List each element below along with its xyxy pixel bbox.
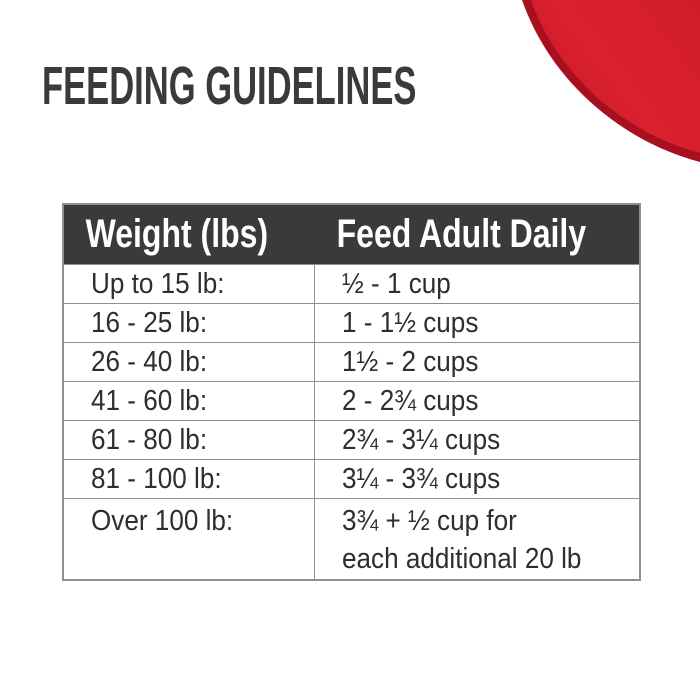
table-row: 61 - 80 lb: 2¾ - 3¼ cups: [64, 420, 639, 459]
feed-value: 1 - 1½ cups: [342, 307, 479, 339]
feed-value: ½ - 1 cup: [342, 268, 451, 300]
header-weight-label: Weight (lbs): [85, 212, 269, 256]
header-feed-label: Feed Adult Daily: [336, 212, 587, 256]
feed-value: 2 - 2¾ cups: [342, 385, 479, 417]
weight-value: 16 - 25 lb:: [91, 307, 208, 339]
weight-cell: 81 - 100 lb:: [64, 460, 315, 498]
weight-cell: Up to 15 lb:: [64, 265, 315, 303]
feed-cell: 1 - 1½ cups: [315, 304, 639, 342]
feeding-table: Weight (lbs) Feed Adult Daily Up to 15 l…: [62, 203, 641, 581]
weight-cell: 26 - 40 lb:: [64, 343, 315, 381]
weight-value: 81 - 100 lb:: [91, 463, 222, 495]
feed-cell: 1½ - 2 cups: [315, 343, 639, 381]
feed-cell: 2¾ - 3¼ cups: [315, 421, 639, 459]
table-header-row: Weight (lbs) Feed Adult Daily: [64, 205, 639, 264]
weight-value: 41 - 60 lb:: [91, 385, 208, 417]
table-row: 41 - 60 lb: 2 - 2¾ cups: [64, 381, 639, 420]
feed-value: 3¼ - 3¾ cups: [342, 463, 501, 495]
feed-value: 1½ - 2 cups: [342, 346, 479, 378]
table-row: Up to 15 lb: ½ - 1 cup: [64, 264, 639, 303]
weight-value: Up to 15 lb:: [91, 268, 225, 300]
table-row: 16 - 25 lb: 1 - 1½ cups: [64, 303, 639, 342]
weight-cell: 16 - 25 lb:: [64, 304, 315, 342]
feed-value: 2¾ - 3¼ cups: [342, 424, 501, 456]
table-row: 26 - 40 lb: 1½ - 2 cups: [64, 342, 639, 381]
weight-cell: Over 100 lb:: [64, 499, 315, 579]
feed-cell: 3¼ - 3¾ cups: [315, 460, 639, 498]
weight-value: 26 - 40 lb:: [91, 346, 208, 378]
feed-cell: 2 - 2¾ cups: [315, 382, 639, 420]
feed-value: 3¾ + ½ cup for each additional 20 lb: [342, 505, 582, 575]
table-row: Over 100 lb: 3¾ + ½ cup for each additio…: [64, 498, 639, 579]
feed-cell: 3¾ + ½ cup for each additional 20 lb: [315, 499, 639, 579]
table-row: 81 - 100 lb: 3¼ - 3¾ cups: [64, 459, 639, 498]
weight-value: 61 - 80 lb:: [91, 424, 208, 456]
weight-cell: 41 - 60 lb:: [64, 382, 315, 420]
swoosh-dark-rim: [522, 0, 700, 162]
weight-value: Over 100 lb:: [91, 505, 234, 537]
weight-cell: 61 - 80 lb:: [64, 421, 315, 459]
page-title: FEEDING GUIDELINES: [42, 56, 417, 116]
feed-cell: ½ - 1 cup: [315, 265, 639, 303]
swoosh-main: [531, 0, 700, 153]
